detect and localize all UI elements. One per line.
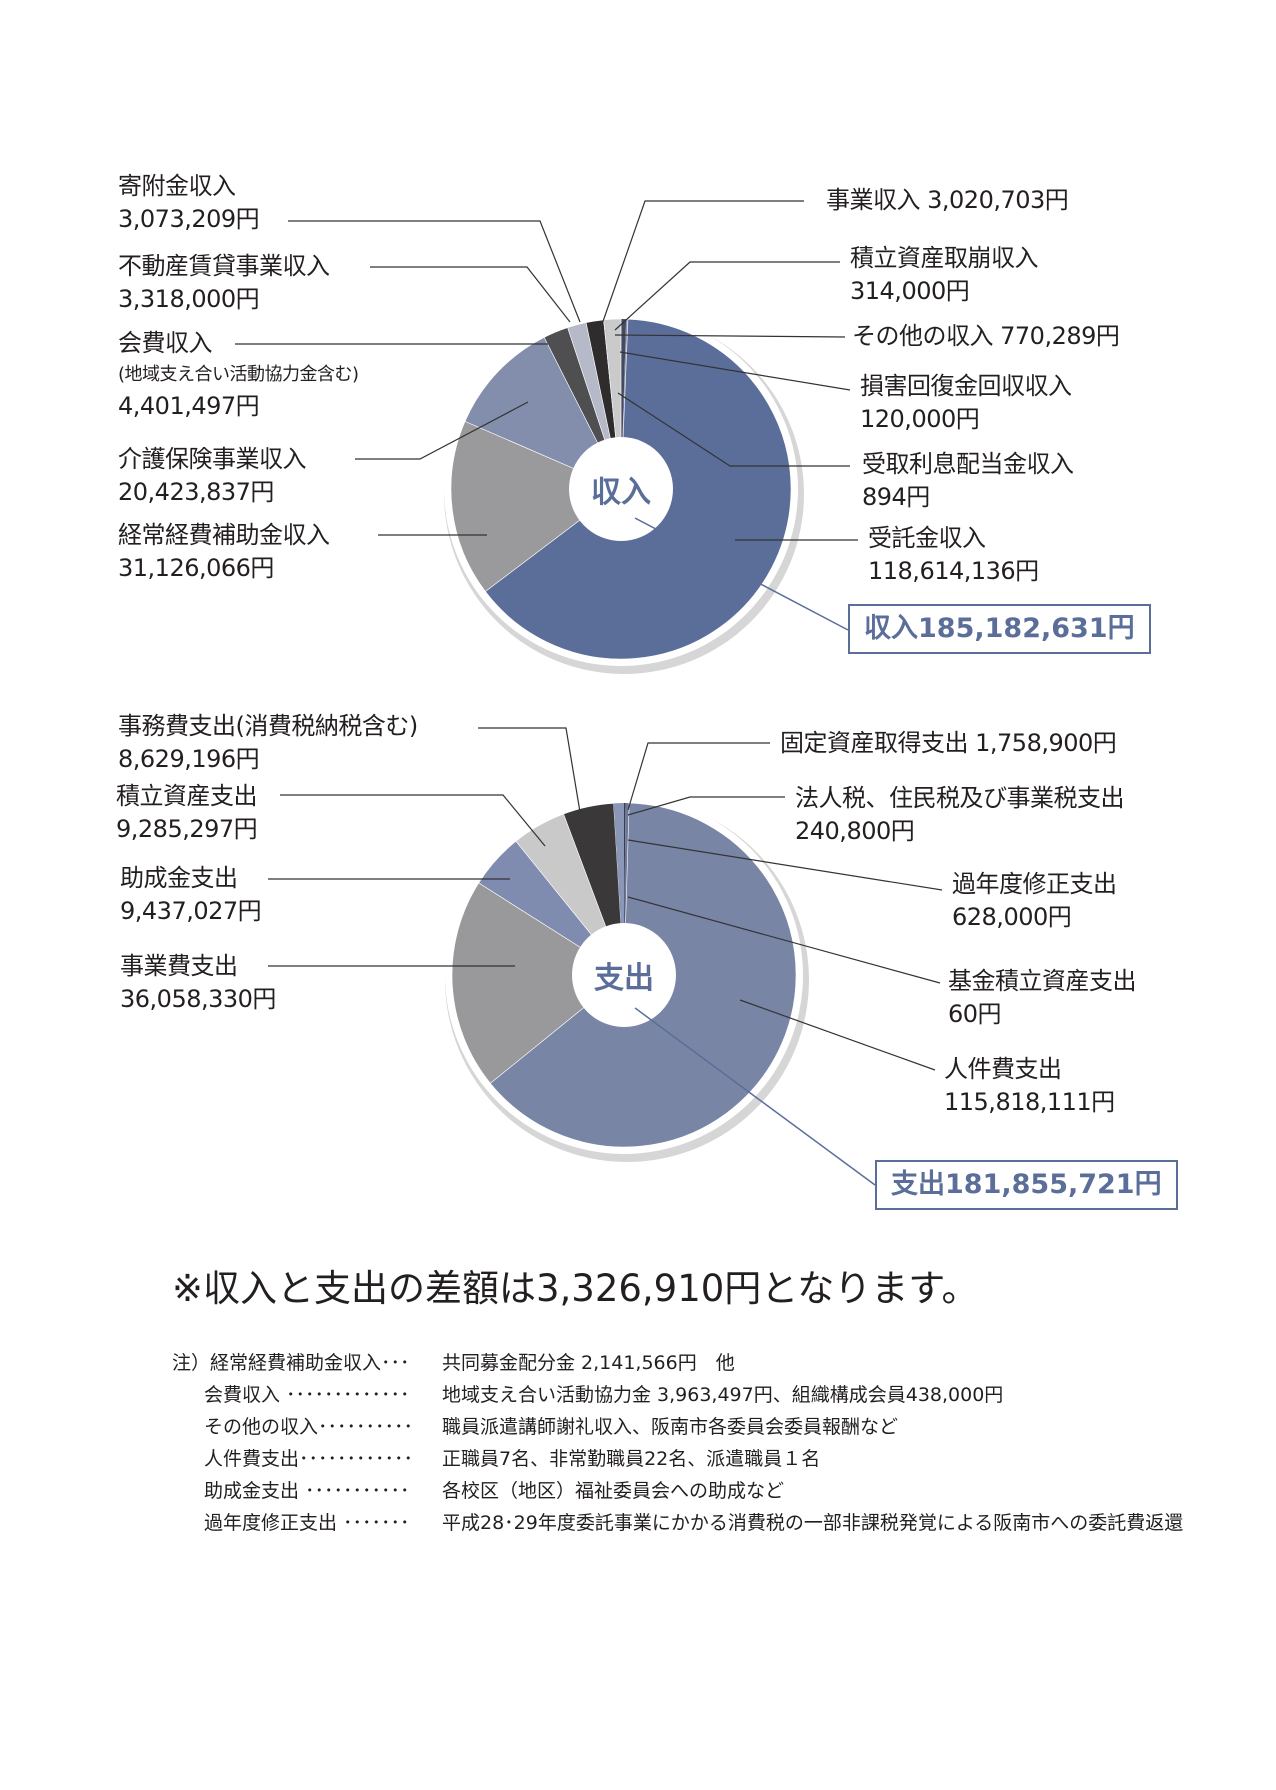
label-membership: 会費収入 (地域支え合い活動協力金含む) 4,401,497円 [118,329,359,420]
label-real-estate: 不動産賃貸事業収入 3,318,000円 [118,252,330,313]
label-donation: 寄附金収入 3,073,209円 [118,172,260,233]
note-row: その他の収入･･････････ 職員派遣講師謝礼収入、阪南市各委員会委員報酬など [172,1409,1183,1441]
note-value: 地域支え合い活動協力金 3,963,497円、組織構成会員438,000円 [442,1383,1004,1406]
note-value: 共同募金配分金 2,141,566円 他 [442,1351,735,1374]
label-care-insurance: 介護保険事業収入 20,423,837円 [118,445,307,506]
note-row: 過年度修正支出 ･･･････ 平成28･29年度委託事業にかかる消費税の一部非課… [172,1505,1183,1537]
leader-line [288,220,581,323]
note-key: 過年度修正支出 ･･･････ [204,1511,410,1534]
leader-line [370,266,571,323]
note-row: 人件費支出････････････ 正職員7名、非常勤職員22名、派遣職員１名 [172,1441,1183,1473]
income-pie [444,312,804,674]
label-grant-expense: 助成金支出 9,437,027円 [120,864,262,925]
pie-slice [464,336,622,490]
expense-center-label: 支出 [594,961,654,996]
leader-line [627,896,941,984]
label-other-income: その他の収入 770,289円 [852,322,1120,350]
note-value: 正職員7名、非常勤職員22名、派遣職員１名 [442,1447,821,1470]
leader-line [627,796,785,816]
label-reserve-expense: 積立資産支出 9,285,297円 [116,782,258,843]
income-center-label: 収入 [591,475,651,510]
label-fixed-asset: 固定資産取得支出 1,758,900円 [780,729,1117,757]
note-value: 平成28･29年度委託事業にかかる消費税の一部非課税発覚による阪南市への委託費返… [442,1511,1184,1534]
label-taxes: 法人税、住民税及び事業税支出 240,800円 [795,784,1125,845]
label-personnel: 人件費支出 115,818,111円 [944,1055,1115,1116]
label-program-expense: 事業費支出 36,058,330円 [120,952,276,1013]
income-total-box: 収入185,182,631円 [848,604,1151,654]
leader-line [614,334,846,338]
leader-line [478,727,581,813]
note-row: 助成金支出 ･･･････････ 各校区（地区）福祉委員会への助成など [172,1473,1183,1505]
leader-line [355,401,529,460]
note-key: その他の収入･･････････ [204,1415,414,1438]
pie-slice [450,420,622,592]
leader-line [619,351,851,391]
expense-total-box: 支出181,855,721円 [875,1160,1178,1210]
notes: 注）経常経費補助金収入･･･ 共同募金配分金 2,141,566円 他 会費収入 … [172,1345,1183,1537]
leader-line [739,999,936,1071]
label-subsidy: 経常経費補助金収入 31,126,066円 [118,521,330,582]
total-leader-line [634,517,849,631]
label-reserve-withdrawal: 積立資産取崩収入 314,000円 [850,244,1039,305]
leader-line [617,392,850,467]
label-consignment: 受託金収入 118,614,136円 [868,524,1039,585]
leader-line [599,200,804,331]
note-row: 会費収入 ･････････････ 地域支え合い活動協力金 3,963,497円… [172,1377,1183,1409]
pie-hole [572,923,676,1027]
leader-lines [235,200,943,1071]
expense-pie [445,796,809,1162]
label-interest: 受取利息配当金収入 894円 [862,450,1074,511]
note-key: 会費収入 ･････････････ [204,1383,410,1406]
pie-hole [569,437,673,541]
note-key: 助成金支出 ･･･････････ [204,1479,410,1502]
note-row: 注）経常経費補助金収入･･･ 共同募金配分金 2,141,566円 他 [172,1345,1183,1377]
leader-line [614,261,840,331]
note-value: 職員派遣講師謝礼収入、阪南市各委員会委員報酬など [442,1415,899,1438]
label-damage-recovery: 損害回復金回収収入 120,000円 [860,372,1072,433]
leader-line [627,839,943,891]
label-office-expense: 事務費支出(消費税納税含む) 8,629,196円 [118,712,418,773]
label-business-income: 事業収入 3,020,703円 [826,186,1069,214]
pie-slice [451,882,625,1084]
difference-text: ※収入と支出の差額は3,326,910円となります。 [172,1267,979,1310]
total-leader-line [634,1007,876,1186]
leader-line [627,742,770,811]
label-prior-year: 過年度修正支出 628,000円 [952,870,1117,931]
label-fund-reserve: 基金積立資産支出 60円 [948,967,1137,1028]
note-value: 各校区（地区）福祉委員会への助成など [442,1479,785,1502]
note-key: 人件費支出････････････ [204,1447,414,1470]
leader-line [280,794,546,847]
note-key: 注）経常経費補助金収入･･･ [172,1351,410,1374]
